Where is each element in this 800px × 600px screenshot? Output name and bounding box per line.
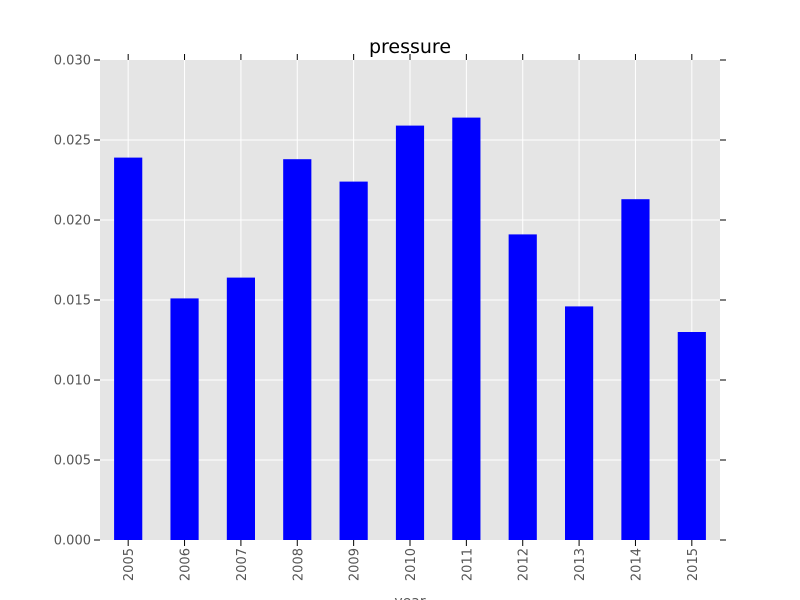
x-tick-label: 2006 [179,548,194,581]
bar-2010 [395,125,425,540]
y-tick-label: 0.005 [54,454,91,469]
chart-title: pressure [369,36,451,58]
bar-2005 [114,157,143,540]
x-tick-labels: 2005 2006 2007 2008 2009 2010 2011 2012 2013 2014… [122,548,701,581]
y-tick-label: 0.010 [54,374,91,389]
bar-2014 [621,199,650,540]
y-tick-label: 0.030 [54,54,91,69]
bar-2007 [226,277,255,540]
bar-2015 [677,332,706,540]
x-axis-label: year [394,594,425,600]
x-tick-label: 2007 [235,548,250,581]
bar-2006 [170,298,199,540]
x-tick-label: 2011 [460,548,475,581]
x-tick-label: 2012 [517,548,532,581]
x-tick-label: 2013 [573,548,588,581]
y-tick-label: 0.025 [54,134,91,149]
x-tick-label: 2010 [404,548,419,581]
axis-ticks [94,54,726,546]
x-tick-label: 2015 [686,548,701,581]
y-tick-labels: 0.000 0.005 0.010 0.015 0.020 0.025 0.030 [54,54,91,549]
bar-2008 [283,159,312,540]
y-tick-label: 0.020 [54,214,91,229]
bar-2013 [565,306,594,540]
bar-2011 [452,117,481,540]
x-tick-label: 2005 [122,548,137,581]
y-tick-label: 0.000 [54,534,91,549]
x-tick-label: 2014 [629,548,644,581]
bar-2012 [508,234,537,540]
x-tick-label: 2008 [291,548,306,581]
bars [114,117,706,540]
x-tick-label: 2009 [348,548,363,581]
bar-2009 [339,181,368,540]
y-tick-label: 0.015 [54,294,91,309]
